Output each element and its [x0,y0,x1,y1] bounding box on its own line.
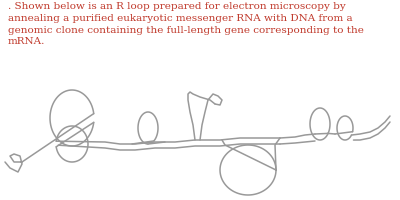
Text: . Shown below is an R loop prepared for electron microscopy by
annealing a purif: . Shown below is an R loop prepared for … [8,2,364,46]
